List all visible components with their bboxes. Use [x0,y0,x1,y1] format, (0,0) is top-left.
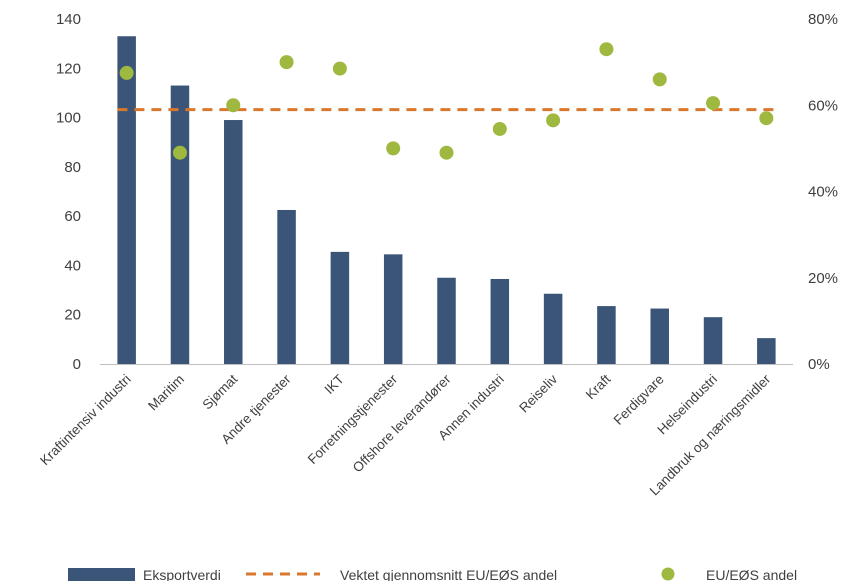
data-point [226,98,241,113]
data-point [546,113,561,128]
bar [383,254,403,364]
bars-layer [117,36,776,365]
y-tick-label: 0 [73,356,81,373]
y-tick-label: 40 [64,257,81,274]
x-tick-label: Sjømat [200,371,241,412]
x-axis-categories: Kraftintensiv industri Maritim SjømatAndre… [37,371,774,498]
data-point [279,55,294,70]
y2-tick-label: 20% [808,270,838,287]
data-point [652,72,667,87]
bar [650,308,669,364]
x-tick-label: IKT [322,372,347,397]
bar [117,36,136,364]
data-point [492,121,507,136]
bar [170,85,190,365]
legend: Eksportverdi Vektet gjennomsnitt EU/EØS … [68,567,797,581]
bar [224,120,243,365]
data-point [759,111,774,126]
data-point [386,141,401,156]
dots-layer [119,42,774,160]
data-point [172,145,187,160]
bar [543,293,563,364]
bar [597,306,616,364]
bar [757,338,776,364]
y-axis-left: 0 20 40 60 80 100 120 140 [56,11,81,373]
y-tick-label: 120 [56,60,81,77]
data-point [439,145,454,160]
bar [490,278,510,364]
legend-swatch-eu-share [661,567,675,581]
data-point [332,61,347,76]
bar [277,209,296,364]
y-tick-label: 100 [56,110,81,127]
y-tick-label: 60 [64,208,81,225]
y2-tick-label: 0% [808,356,830,373]
x-tick-label: Kraftintensiv industri [37,372,134,469]
x-tick-label: Offshore leverandører [350,371,454,475]
y-axis-right: 0% 20% 40% 60% 80% [808,11,838,373]
y2-tick-label: 40% [808,184,838,201]
y2-tick-label: 60% [808,97,838,114]
legend-label-eksportverdi: Eksportverdi [143,567,221,581]
y-tick-label: 20 [64,307,81,324]
bar [330,251,350,364]
legend-swatch-eksportverdi [68,568,135,581]
x-tick-label: Reiseliv [516,371,560,415]
legend-label-average: Vektet gjennomsnitt EU/EØS andel [340,567,557,581]
x-tick-label: Maritim [145,372,187,414]
bar [703,317,723,364]
y-tick-label: 80 [64,159,81,176]
data-point [119,65,134,80]
x-tick-label: Kraft [583,371,614,402]
legend-label-eu-share: EU/EØS andel [706,567,797,581]
data-point [706,96,721,111]
data-point [599,42,614,57]
y2-tick-label: 80% [808,11,838,28]
x-tick-label: Ferdigvare [611,372,667,428]
bar [437,277,456,364]
x-tick-label: Forretningstjenester [305,371,401,467]
y-tick-label: 140 [56,11,81,28]
